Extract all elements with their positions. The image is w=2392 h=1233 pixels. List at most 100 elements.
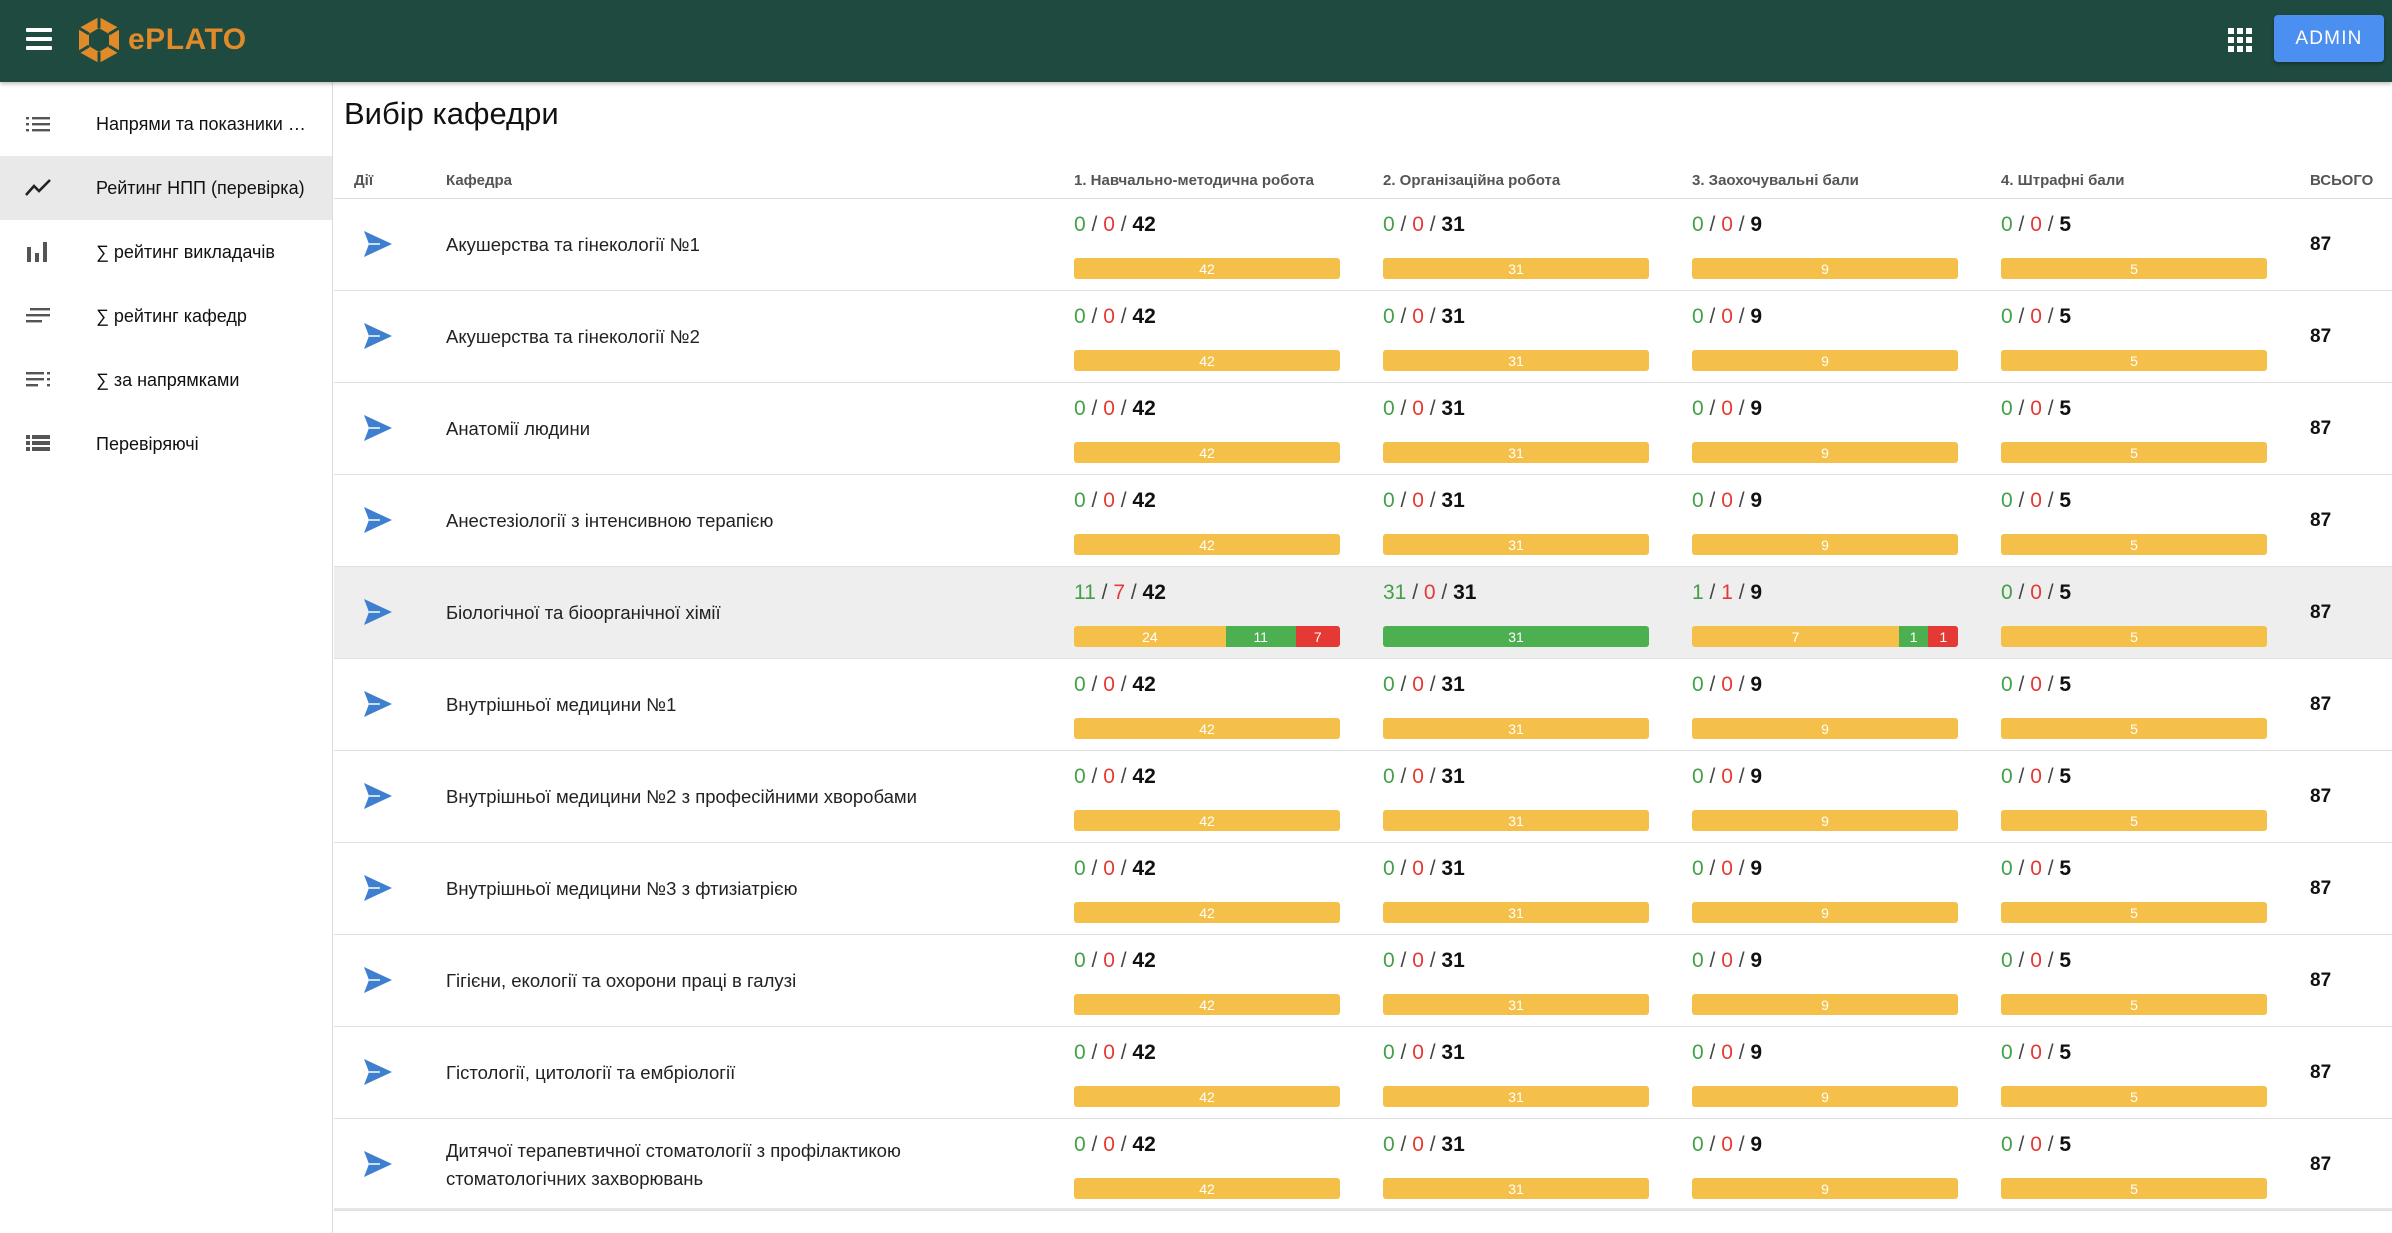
rejected-count: 0 xyxy=(1412,1133,1424,1156)
sidebar-item-by-directions[interactable]: ∑ за напрямками xyxy=(0,348,332,412)
progress-bar-penalty: 5 xyxy=(2001,350,2267,371)
separator: / xyxy=(2012,397,2031,420)
total-count: 5 xyxy=(2059,673,2072,696)
total-count: 31 xyxy=(1441,765,1465,788)
progress-bar-teaching: 42 xyxy=(1074,994,1340,1015)
approved-count: 0 xyxy=(1074,765,1086,788)
send-icon[interactable] xyxy=(362,965,394,995)
send-icon[interactable] xyxy=(362,505,394,535)
progress-segment: 42 xyxy=(1074,350,1340,371)
sidebar-item-dept-rating[interactable]: ∑ рейтинг кафедр xyxy=(0,284,332,348)
table-row[interactable]: Внутрішньої медицини №1 0 / 0 / 42 42 0 / 0… xyxy=(334,659,2392,751)
progress-segment: 5 xyxy=(2001,626,2267,647)
total-count: 42 xyxy=(1132,397,1156,420)
approved-count: 0 xyxy=(2001,765,2013,788)
progress-segment: 5 xyxy=(2001,1086,2267,1107)
approved-count: 0 xyxy=(1383,673,1395,696)
table-row[interactable]: Гігієни, екології та охорони праці в гал… xyxy=(334,935,2392,1027)
column-header-dept[interactable]: Кафедра xyxy=(446,171,512,189)
progress-bar-organizational: 31 xyxy=(1383,994,1649,1015)
rejected-count: 0 xyxy=(1103,857,1115,880)
send-icon[interactable] xyxy=(362,597,394,627)
rejected-count: 7 xyxy=(1113,581,1126,604)
progress-segment: 9 xyxy=(1692,902,1958,923)
total-count: 9 xyxy=(1750,213,1763,236)
column-header-organizational[interactable]: 2. Організаційна робота xyxy=(1383,171,1561,189)
progress-bar-teaching: 42 xyxy=(1074,258,1340,279)
row-total: 87 xyxy=(2310,509,2332,531)
approved-count: 0 xyxy=(1074,305,1086,328)
separator: / xyxy=(2012,489,2031,512)
send-icon[interactable] xyxy=(362,689,394,719)
apps-grid-icon[interactable] xyxy=(2226,26,2256,56)
table-row[interactable]: Біологічної та біоорганічної хімії 11 / 7… xyxy=(334,567,2392,659)
separator: / xyxy=(1732,673,1751,696)
approved-count: 0 xyxy=(1383,397,1395,420)
progress-segment: 7 xyxy=(1295,626,1340,647)
separator: / xyxy=(2041,213,2060,236)
progress-bar-teaching: 42 xyxy=(1074,534,1340,555)
total-count: 9 xyxy=(1750,673,1763,696)
approved-count: 31 xyxy=(1383,581,1407,604)
total-count: 9 xyxy=(1750,581,1763,604)
table-row[interactable]: Акушерства та гінекології №1 0 / 0 / 42 42… xyxy=(334,199,2392,291)
score-teaching: 0 / 0 / 42 xyxy=(1074,213,1156,237)
separator: / xyxy=(1435,581,1454,604)
approved-count: 0 xyxy=(1692,305,1704,328)
progress-segment: 5 xyxy=(2001,258,2267,279)
app-logo[interactable]: ePLATO xyxy=(76,12,247,68)
rejected-count: 0 xyxy=(1721,1133,1733,1156)
sidebar-item-rating-check[interactable]: Рейтинг НПП (перевірка) xyxy=(0,156,332,220)
separator: / xyxy=(1423,949,1442,972)
score-organizational: 0 / 0 / 31 xyxy=(1383,397,1465,421)
table-row[interactable]: Анатомії людини 0 / 0 / 42 42 0 / 0 / 31 31 0… xyxy=(334,383,2392,475)
column-header-teaching[interactable]: 1. Навчально-методична робота xyxy=(1074,171,1314,189)
score-penalty: 0 / 0 / 5 xyxy=(2001,213,2071,237)
column-header-total[interactable]: ВСЬОГО xyxy=(2310,171,2374,189)
send-icon[interactable] xyxy=(362,1057,394,1087)
menu-icon[interactable] xyxy=(22,22,58,58)
table-row[interactable]: Внутрішньої медицини №3 з фтизіатрією 0 /… xyxy=(334,843,2392,935)
approved-count: 0 xyxy=(1074,673,1086,696)
send-icon[interactable] xyxy=(362,1149,394,1179)
total-count: 5 xyxy=(2059,857,2072,880)
total-count: 9 xyxy=(1750,397,1763,420)
score-teaching: 0 / 0 / 42 xyxy=(1074,397,1156,421)
sidebar-item-directions[interactable]: Напрями та показники діяльності xyxy=(0,92,332,156)
sidebar-item-reviewers[interactable]: Перевіряючі xyxy=(0,412,332,476)
score-penalty: 0 / 0 / 5 xyxy=(2001,581,2071,605)
rejected-count: 0 xyxy=(1412,673,1424,696)
send-icon[interactable] xyxy=(362,781,394,811)
row-total: 87 xyxy=(2310,877,2332,899)
table-row[interactable]: Гістології, цитології та ембріології 0 / … xyxy=(334,1027,2392,1119)
progress-bar-organizational: 31 xyxy=(1383,258,1649,279)
sidebar-item-teacher-rating[interactable]: ∑ рейтинг викладачів xyxy=(0,220,332,284)
approved-count: 0 xyxy=(1692,397,1704,420)
progress-segment: 31 xyxy=(1383,626,1649,647)
send-icon[interactable] xyxy=(362,229,394,259)
separator: / xyxy=(1406,581,1424,604)
sidebar-item-label: ∑ рейтинг кафедр xyxy=(96,305,247,326)
list-icon xyxy=(26,117,50,132)
progress-segment: 11 xyxy=(1225,626,1296,647)
approved-count: 0 xyxy=(2001,949,2013,972)
department-name: Акушерства та гінекології №2 xyxy=(446,325,700,347)
separator: / xyxy=(1423,305,1442,328)
send-icon[interactable] xyxy=(362,873,394,903)
table-row[interactable]: Акушерства та гінекології №2 0 / 0 / 42 42… xyxy=(334,291,2392,383)
admin-button[interactable]: ADMIN xyxy=(2274,15,2384,62)
send-icon[interactable] xyxy=(362,413,394,443)
column-header-penalty[interactable]: 4. Штрафні бали xyxy=(2001,171,2125,189)
column-header-bonus[interactable]: 3. Заохочувальні бали xyxy=(1692,171,1859,189)
table-row[interactable]: Внутрішньої медицини №2 з професійними х… xyxy=(334,751,2392,843)
rejected-count: 0 xyxy=(1721,949,1733,972)
approved-count: 0 xyxy=(1383,765,1395,788)
approved-count: 0 xyxy=(1074,213,1086,236)
separator: / xyxy=(1732,857,1751,880)
progress-bar-penalty: 5 xyxy=(2001,258,2267,279)
table-row[interactable]: Дитячої терапевтичної стоматології з про… xyxy=(334,1119,2392,1211)
approved-count: 0 xyxy=(2001,1133,2013,1156)
send-icon[interactable] xyxy=(362,321,394,351)
progress-segment: 9 xyxy=(1692,1178,1958,1199)
table-row[interactable]: Анестезіології з інтенсивною терапією 0 /… xyxy=(334,475,2392,567)
